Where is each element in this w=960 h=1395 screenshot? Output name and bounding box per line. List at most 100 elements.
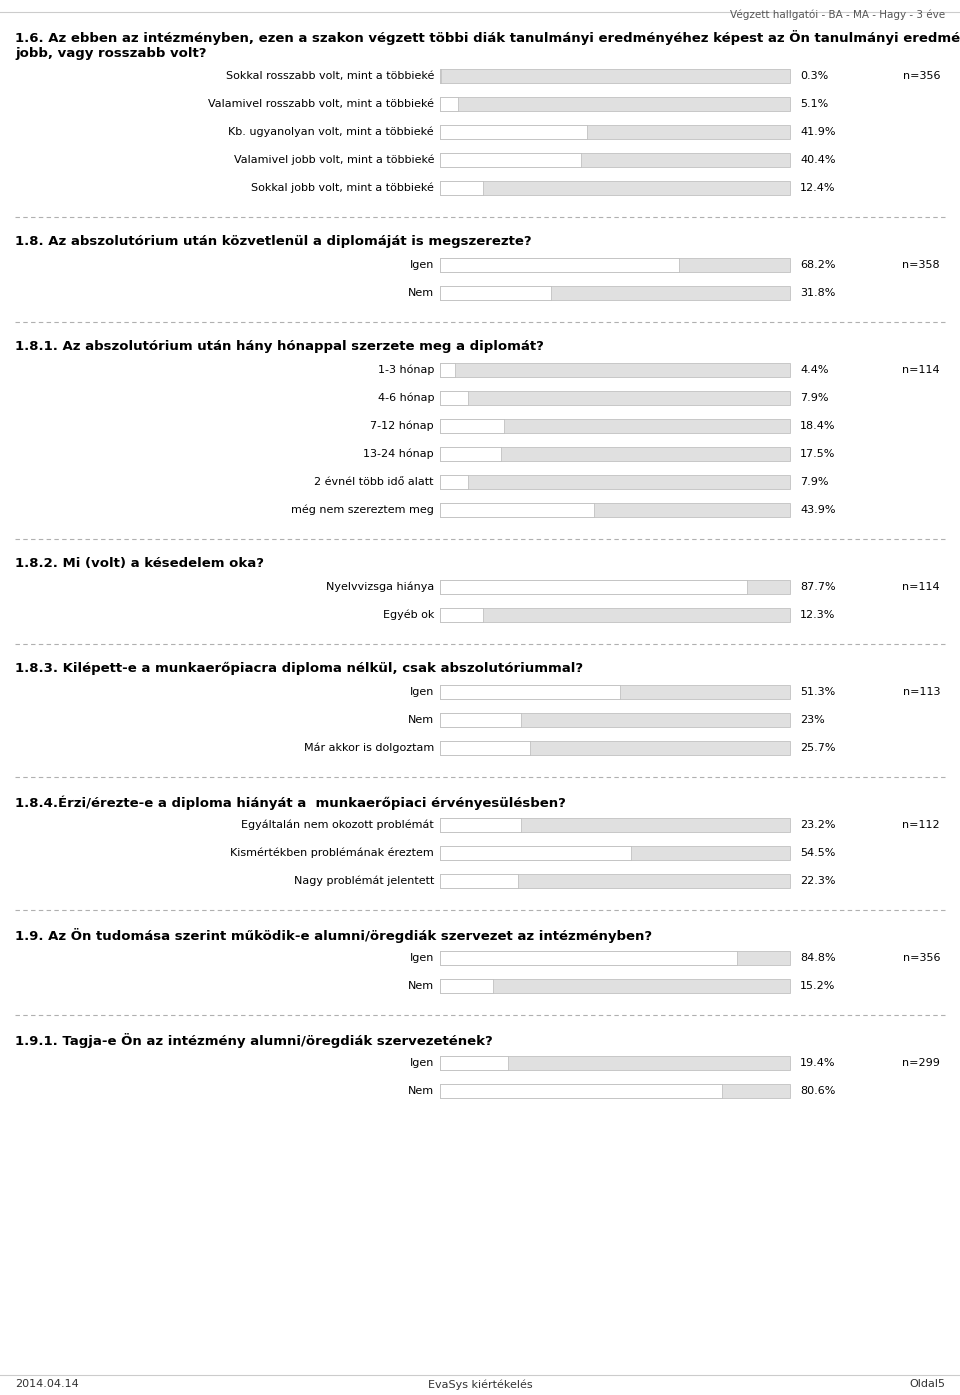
Text: 13-24 hónap: 13-24 hónap — [364, 449, 434, 459]
Text: Sokkal jobb volt, mint a többieké: Sokkal jobb volt, mint a többieké — [252, 183, 434, 194]
Text: 12.3%: 12.3% — [800, 610, 835, 619]
Text: 51.3%: 51.3% — [800, 686, 835, 698]
Text: n=114: n=114 — [902, 365, 940, 375]
Bar — [440, 363, 790, 377]
Text: 84.8%: 84.8% — [800, 953, 835, 963]
Text: 2014.04.14: 2014.04.14 — [15, 1380, 79, 1389]
Text: n=112: n=112 — [902, 820, 940, 830]
Text: Igen: Igen — [410, 1057, 434, 1069]
Text: Sokkal rosszabb volt, mint a többieké: Sokkal rosszabb volt, mint a többieké — [226, 71, 434, 81]
Text: 1.8.4.Érzi/érezte-e a diploma hiányát a  munkaerőpiaci érvényesülésben?: 1.8.4.Érzi/érezte-e a diploma hiányát a … — [15, 795, 565, 809]
Text: n=358: n=358 — [902, 259, 940, 271]
Text: 87.7%: 87.7% — [800, 582, 835, 591]
Bar — [440, 68, 790, 82]
Bar — [440, 741, 530, 755]
Text: Igen: Igen — [410, 953, 434, 963]
Bar — [440, 845, 790, 859]
Bar — [440, 1056, 508, 1070]
Text: Valamivel jobb volt, mint a többieké: Valamivel jobb volt, mint a többieké — [233, 155, 434, 165]
Bar — [440, 181, 790, 195]
Bar — [440, 875, 790, 889]
Bar — [440, 98, 790, 112]
Bar — [440, 418, 504, 432]
Bar — [440, 286, 551, 300]
Bar — [440, 580, 790, 594]
Text: 54.5%: 54.5% — [800, 848, 835, 858]
Bar — [440, 741, 790, 755]
Text: 1.8.1. Az abszolutórium után hány hónappal szerzete meg a diplomát?: 1.8.1. Az abszolutórium után hány hónapp… — [15, 340, 544, 353]
Text: Oldal5: Oldal5 — [909, 1380, 945, 1389]
Text: Nyelvvizsga hiánya: Nyelvvizsga hiánya — [325, 582, 434, 593]
Bar — [440, 504, 790, 518]
Bar — [440, 391, 790, 405]
Text: még nem szereztem meg: még nem szereztem meg — [291, 505, 434, 515]
Text: Kismértékben problémának éreztem: Kismértékben problémának éreztem — [230, 848, 434, 858]
Text: 4-6 hónap: 4-6 hónap — [377, 393, 434, 403]
Bar — [440, 817, 790, 831]
Text: 1.9.1. Tagja-e Ön az intézmény alumni/öregdiák szervezetének?: 1.9.1. Tagja-e Ön az intézmény alumni/ör… — [15, 1034, 492, 1048]
Bar — [440, 98, 458, 112]
Text: 18.4%: 18.4% — [800, 421, 835, 431]
Text: 23%: 23% — [800, 716, 825, 725]
Bar — [440, 258, 679, 272]
Text: n=114: n=114 — [902, 582, 940, 591]
Bar — [440, 68, 441, 82]
Bar — [440, 951, 790, 965]
Bar — [440, 504, 593, 518]
Text: 25.7%: 25.7% — [800, 744, 835, 753]
Text: 31.8%: 31.8% — [800, 287, 835, 299]
Text: Kb. ugyanolyan volt, mint a többieké: Kb. ugyanolyan volt, mint a többieké — [228, 127, 434, 137]
Bar — [440, 713, 790, 727]
Text: 80.6%: 80.6% — [800, 1085, 835, 1096]
Text: 15.2%: 15.2% — [800, 981, 835, 990]
Text: 0.3%: 0.3% — [800, 71, 828, 81]
Text: n=356: n=356 — [902, 953, 940, 963]
Text: Nem: Nem — [408, 287, 434, 299]
Bar — [440, 1056, 790, 1070]
Text: n=356: n=356 — [902, 71, 940, 81]
Bar — [440, 713, 520, 727]
Bar — [440, 845, 631, 859]
Text: Nem: Nem — [408, 1085, 434, 1096]
Text: 22.3%: 22.3% — [800, 876, 835, 886]
Text: n=299: n=299 — [902, 1057, 940, 1069]
Text: Egyéb ok: Egyéb ok — [383, 610, 434, 621]
Bar — [440, 363, 455, 377]
Bar — [440, 875, 518, 889]
Text: 43.9%: 43.9% — [800, 505, 835, 515]
Bar — [440, 153, 790, 167]
Text: 2 évnél több idő alatt: 2 évnél több idő alatt — [315, 477, 434, 487]
Text: 1-3 hónap: 1-3 hónap — [377, 364, 434, 375]
Text: Már akkor is dolgoztam: Már akkor is dolgoztam — [303, 742, 434, 753]
Bar — [440, 608, 483, 622]
Bar — [440, 608, 790, 622]
Text: Igen: Igen — [410, 259, 434, 271]
Bar — [440, 476, 790, 490]
Bar — [440, 391, 468, 405]
Text: Igen: Igen — [410, 686, 434, 698]
Text: 1.6. Az ebben az intézményben, ezen a szakon végzett többi diák tanulmányi eredm: 1.6. Az ebben az intézményben, ezen a sz… — [15, 31, 960, 60]
Bar — [440, 126, 790, 140]
Text: 40.4%: 40.4% — [800, 155, 835, 165]
Text: Nem: Nem — [408, 981, 434, 990]
Text: 7-12 hónap: 7-12 hónap — [371, 421, 434, 431]
Bar — [440, 979, 790, 993]
Bar — [440, 580, 747, 594]
Text: 68.2%: 68.2% — [800, 259, 835, 271]
Text: Valamivel rosszabb volt, mint a többieké: Valamivel rosszabb volt, mint a többieké — [208, 99, 434, 109]
Text: 5.1%: 5.1% — [800, 99, 828, 109]
Bar — [440, 817, 521, 831]
Text: Egyáltalán nem okozott problémát: Egyáltalán nem okozott problémát — [241, 820, 434, 830]
Bar — [440, 476, 468, 490]
Text: EvaSys kiértékelés: EvaSys kiértékelés — [428, 1380, 532, 1389]
Bar — [440, 1084, 790, 1098]
Bar — [440, 286, 790, 300]
Bar — [440, 685, 790, 699]
Text: 4.4%: 4.4% — [800, 365, 828, 375]
Bar — [440, 446, 501, 460]
Text: 7.9%: 7.9% — [800, 393, 828, 403]
Text: Végzett hallgatói - BA - MA - Hagy - 3 éve: Végzett hallgatói - BA - MA - Hagy - 3 é… — [730, 10, 945, 21]
Text: 12.4%: 12.4% — [800, 183, 835, 193]
Text: 1.8.3. Kilépett-e a munkaerőpiacra diploma nélkül, csak abszolutóriummal?: 1.8.3. Kilépett-e a munkaerőpiacra diplo… — [15, 663, 583, 675]
Text: Nagy problémát jelentett: Nagy problémát jelentett — [294, 876, 434, 886]
